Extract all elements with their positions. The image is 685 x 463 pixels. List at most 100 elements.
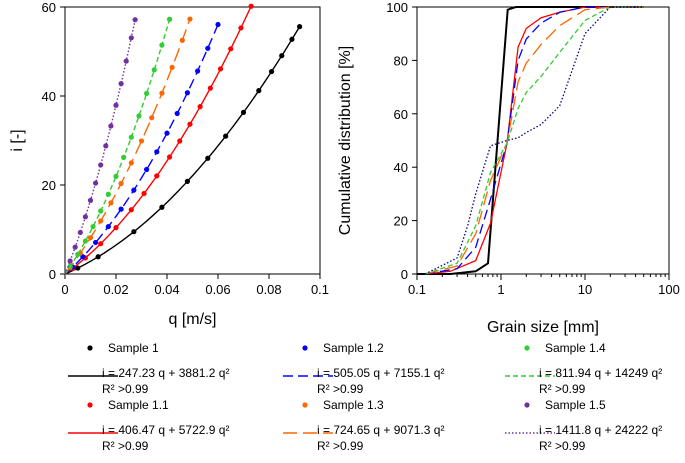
- x-tick-label: 0.1: [408, 282, 426, 297]
- data-point-sample-1-1: [166, 154, 173, 160]
- data-point-sample-1-5: [108, 123, 114, 129]
- legend-equation: i = 724.65 q + 9071.3 q²: [317, 423, 444, 437]
- legend-marker-sample-1-1: [87, 402, 93, 408]
- y-tick-label: 100: [386, 0, 408, 15]
- data-point-sample-1-5: [82, 214, 88, 220]
- y-tick-label: 0: [49, 267, 56, 282]
- data-point-sample-1-4: [90, 223, 96, 230]
- data-point-sample-1: [131, 229, 137, 235]
- legend-r2: R² >0.99: [102, 382, 149, 396]
- data-point-sample-1-4: [67, 263, 73, 270]
- data-point-sample-1-5: [123, 58, 129, 64]
- data-point-sample-1-3: [159, 90, 165, 96]
- legend-equation: i = 247.23 q + 3881.2 q²: [102, 366, 229, 380]
- data-point-sample-1-3: [108, 200, 114, 206]
- data-point-sample-1-1: [113, 225, 119, 231]
- data-point-sample-1-1: [141, 190, 147, 197]
- data-point-sample-1-3: [138, 138, 145, 144]
- data-point-sample-1-3: [149, 115, 155, 121]
- data-point-sample-1-1: [98, 241, 104, 247]
- data-point-sample-1: [75, 265, 81, 271]
- data-point-sample-1-2: [174, 110, 180, 117]
- legend-sample-label: Sample 1.3: [323, 398, 384, 412]
- y-tick-label: 60: [394, 107, 408, 122]
- y-tick-label: 20: [394, 214, 408, 229]
- data-point-sample-1-4: [166, 16, 173, 22]
- distribution-line-sample-1-4: [424, 6, 644, 275]
- data-point-sample-1-5: [87, 197, 94, 203]
- grain-size-chart: 0.1 1 10 100 0 20 40 60 80 100 Grain size [mm] Cumu…: [337, 0, 680, 336]
- legend: Sample 1 i = 247.23 q + 3881.2 q² R² >0.99…: [68, 341, 662, 453]
- x-tick-label: 0.1: [311, 282, 329, 297]
- fit-curve-sample-1-4: [64, 19, 171, 275]
- legend-equation: i = 811.94 q + 14249 q²: [539, 366, 662, 380]
- data-point-sample-1-2: [131, 187, 137, 193]
- distribution-line-sample-1: [417, 6, 644, 275]
- data-point-sample-1: [205, 155, 211, 161]
- data-point-sample-1: [289, 36, 295, 42]
- legend-r2: R² >0.99: [102, 439, 149, 453]
- data-point-sample-1-1: [238, 25, 244, 31]
- data-point-sample-1-5: [72, 244, 78, 250]
- data-point-sample-1-5: [103, 143, 109, 149]
- data-point-sample-1-5: [113, 102, 119, 108]
- data-point-sample-1-4: [113, 173, 119, 179]
- data-point-sample-1: [240, 109, 247, 115]
- legend-r2: R² >0.99: [539, 382, 586, 396]
- data-point-sample-1-5: [128, 35, 134, 41]
- data-point-sample-1-3: [98, 218, 104, 224]
- x-tick-label: 0.06: [205, 282, 230, 297]
- data-point-sample-1-1: [128, 207, 134, 213]
- data-point-sample-1-1: [154, 173, 160, 179]
- data-point-sample-1-1: [187, 121, 193, 127]
- x-tick-label: 10: [578, 282, 592, 297]
- distribution-line-sample-1-1: [425, 6, 644, 275]
- data-point-sample-1-2: [184, 90, 190, 96]
- data-point-sample-1-4: [105, 191, 111, 197]
- data-point-sample-1-5: [77, 229, 83, 236]
- fit-curve-sample-1: [64, 26, 301, 275]
- data-point-sample-1-4: [159, 42, 165, 48]
- distribution-line-sample-1-5: [424, 6, 644, 275]
- data-point-sample-1-3: [128, 160, 134, 166]
- data-point-sample-1-2: [215, 21, 221, 28]
- data-point-sample-1-1: [228, 46, 234, 52]
- legend-r2: R² >0.99: [317, 439, 364, 453]
- legend-sample-label: Sample 1.5: [545, 398, 606, 412]
- data-point-sample-1: [279, 53, 285, 59]
- x-tick-label: 0.04: [154, 282, 179, 297]
- y-tick-label: 80: [394, 53, 408, 68]
- data-point-sample-1-2: [154, 149, 160, 155]
- data-point-sample-1-2: [105, 223, 111, 230]
- legend-r2: R² >0.99: [317, 382, 364, 396]
- data-point-sample-1-1: [248, 3, 254, 9]
- fit-curve-sample-1-2: [64, 24, 219, 275]
- data-point-sample-1: [95, 254, 101, 260]
- data-point-sample-1-5: [98, 162, 104, 168]
- y-axis-label: Cumulative distribution [%]: [337, 46, 354, 235]
- legend-equation: i = 406.47 q + 5722.9 q²: [102, 423, 229, 437]
- data-point-sample-1-1: [197, 103, 203, 110]
- legend-marker-sample-1-5: [524, 402, 530, 408]
- plot-frame: [416, 6, 670, 275]
- data-point-sample-1-4: [82, 238, 88, 244]
- legend-sample-label: Sample 1.4: [545, 341, 606, 355]
- data-point-sample-1-4: [121, 154, 127, 160]
- data-point-sample-1: [297, 23, 303, 30]
- data-point-sample-1: [256, 88, 262, 94]
- legend-r2: R² >0.99: [539, 439, 586, 453]
- fit-curve-sample-1-5: [64, 19, 136, 275]
- data-point-sample-1-3: [179, 37, 185, 43]
- data-point-sample-1-4: [144, 90, 150, 97]
- fit-curve-sample-1-3: [64, 18, 191, 275]
- y-tick-label: 20: [42, 178, 56, 193]
- data-point-sample-1-3: [87, 235, 94, 241]
- data-point-sample-1-2: [118, 206, 124, 212]
- data-point-sample-1-5: [93, 180, 99, 186]
- y-tick-label: 60: [42, 0, 56, 15]
- data-point-sample-1-3: [169, 64, 175, 70]
- data-point-sample-1: [184, 178, 190, 184]
- data-point-sample-1-4: [98, 208, 104, 214]
- x-tick-label: 1: [497, 282, 504, 297]
